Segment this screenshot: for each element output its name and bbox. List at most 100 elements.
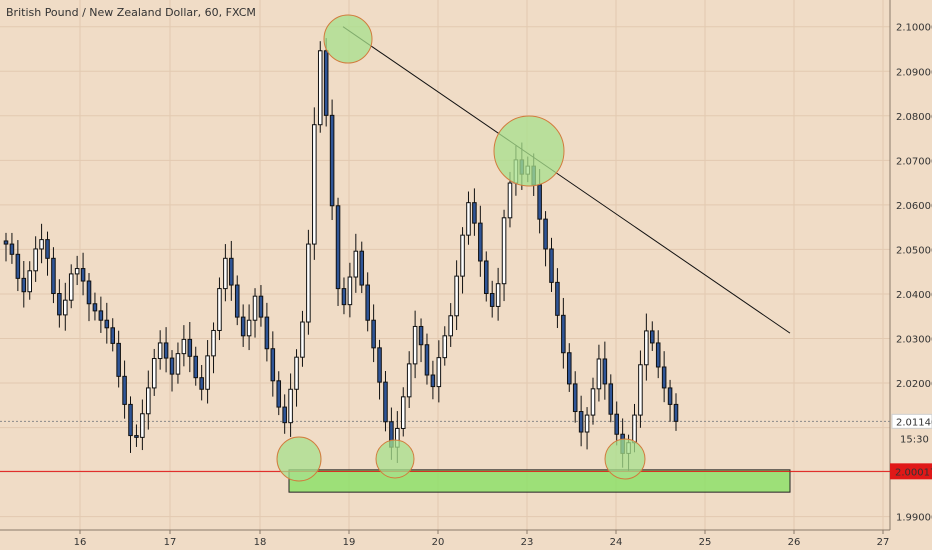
- candle-18[interactable]: [110, 318, 116, 352]
- candle-25[interactable]: [151, 348, 157, 396]
- candle-39[interactable]: [234, 275, 240, 326]
- candle-84[interactable]: [501, 209, 507, 302]
- candle-62[interactable]: [371, 304, 376, 363]
- candle-31[interactable]: [187, 322, 193, 373]
- candle-51[interactable]: [306, 229, 311, 335]
- candle-12[interactable]: [74, 255, 80, 286]
- candle-78[interactable]: [466, 191, 471, 245]
- candle-2[interactable]: [15, 240, 21, 292]
- highlight-circle-3[interactable]: [375, 439, 415, 479]
- candle-97[interactable]: [578, 395, 584, 447]
- highlight-circle-4[interactable]: [604, 438, 646, 480]
- candle-20[interactable]: [122, 360, 127, 419]
- candle-24[interactable]: [146, 370, 151, 430]
- candle-13[interactable]: [80, 252, 86, 296]
- candle-107[interactable]: [638, 350, 643, 428]
- candle-111[interactable]: [661, 351, 667, 403]
- candle-77[interactable]: [460, 227, 465, 294]
- candle-9[interactable]: [57, 279, 62, 328]
- highlight-circle-0[interactable]: [323, 14, 373, 64]
- highlight-circle-2[interactable]: [276, 436, 322, 482]
- candle-34[interactable]: [205, 340, 210, 404]
- candle-21[interactable]: [128, 396, 133, 453]
- candle-23[interactable]: [140, 399, 145, 451]
- candle-61[interactable]: [365, 272, 370, 332]
- candle-80[interactable]: [478, 205, 483, 277]
- candle-28[interactable]: [169, 350, 175, 392]
- candle-43[interactable]: [258, 285, 264, 327]
- candle-44[interactable]: [264, 302, 270, 362]
- candle-98[interactable]: [584, 407, 590, 450]
- candle-4[interactable]: [27, 261, 32, 300]
- candle-70[interactable]: [418, 318, 424, 363]
- candle-82[interactable]: [489, 280, 495, 318]
- candle-47[interactable]: [282, 394, 287, 434]
- candle-113[interactable]: [673, 393, 679, 431]
- candle-35[interactable]: [211, 322, 216, 374]
- candle-8[interactable]: [51, 247, 56, 304]
- candle-15[interactable]: [92, 292, 98, 321]
- candle-22[interactable]: [134, 424, 139, 447]
- candle-57[interactable]: [341, 277, 347, 315]
- candle-108[interactable]: [644, 313, 649, 381]
- candle-46[interactable]: [276, 371, 282, 416]
- candle-95[interactable]: [566, 343, 572, 392]
- candle-59[interactable]: [353, 233, 359, 293]
- candle-55[interactable]: [329, 99, 335, 221]
- candle-99[interactable]: [590, 377, 596, 425]
- candle-32[interactable]: [193, 346, 199, 386]
- candle-10[interactable]: [63, 282, 68, 331]
- candle-29[interactable]: [175, 342, 181, 384]
- candle-16[interactable]: [98, 296, 104, 333]
- candle-37[interactable]: [223, 244, 228, 302]
- candle-100[interactable]: [596, 344, 602, 402]
- candle-73[interactable]: [436, 340, 442, 403]
- candle-3[interactable]: [21, 260, 27, 308]
- candle-7[interactable]: [45, 231, 50, 276]
- candle-5[interactable]: [33, 236, 38, 282]
- candle-54[interactable]: [323, 38, 329, 127]
- candle-33[interactable]: [199, 364, 204, 401]
- candle-109[interactable]: [650, 321, 655, 351]
- candle-81[interactable]: [483, 251, 489, 302]
- candle-76[interactable]: [454, 260, 459, 331]
- candle-85[interactable]: [507, 171, 513, 228]
- candle-72[interactable]: [430, 360, 436, 400]
- candle-53[interactable]: [317, 41, 323, 133]
- candle-42[interactable]: [252, 288, 258, 338]
- candle-41[interactable]: [246, 304, 252, 351]
- candle-0[interactable]: [3, 232, 9, 262]
- candle-17[interactable]: [104, 302, 110, 344]
- candle-79[interactable]: [472, 188, 477, 236]
- candle-93[interactable]: [555, 268, 560, 329]
- candle-102[interactable]: [608, 374, 614, 423]
- candle-91[interactable]: [543, 211, 548, 267]
- candle-40[interactable]: [240, 304, 246, 347]
- candle-68[interactable]: [406, 351, 412, 408]
- candle-11[interactable]: [68, 264, 74, 309]
- candle-94[interactable]: [561, 297, 566, 369]
- candle-48[interactable]: [288, 373, 293, 437]
- highlight-circle-1[interactable]: [493, 115, 565, 187]
- candle-103[interactable]: [614, 401, 619, 446]
- candle-64[interactable]: [383, 371, 388, 432]
- candle-19[interactable]: [116, 330, 121, 388]
- candle-75[interactable]: [448, 303, 453, 347]
- candle-112[interactable]: [667, 379, 673, 422]
- candle-30[interactable]: [181, 325, 187, 367]
- candle-101[interactable]: [602, 341, 608, 400]
- candle-83[interactable]: [495, 267, 501, 321]
- candle-58[interactable]: [347, 262, 353, 318]
- candle-74[interactable]: [442, 326, 448, 366]
- candle-45[interactable]: [270, 331, 276, 397]
- candle-49[interactable]: [294, 349, 299, 407]
- candle-52[interactable]: [312, 107, 317, 260]
- candle-38[interactable]: [229, 240, 234, 301]
- candle-67[interactable]: [400, 387, 406, 437]
- candle-63[interactable]: [377, 339, 382, 400]
- candle-110[interactable]: [655, 330, 661, 379]
- candle-1[interactable]: [9, 232, 15, 264]
- candle-26[interactable]: [157, 330, 163, 370]
- candle-60[interactable]: [359, 241, 365, 294]
